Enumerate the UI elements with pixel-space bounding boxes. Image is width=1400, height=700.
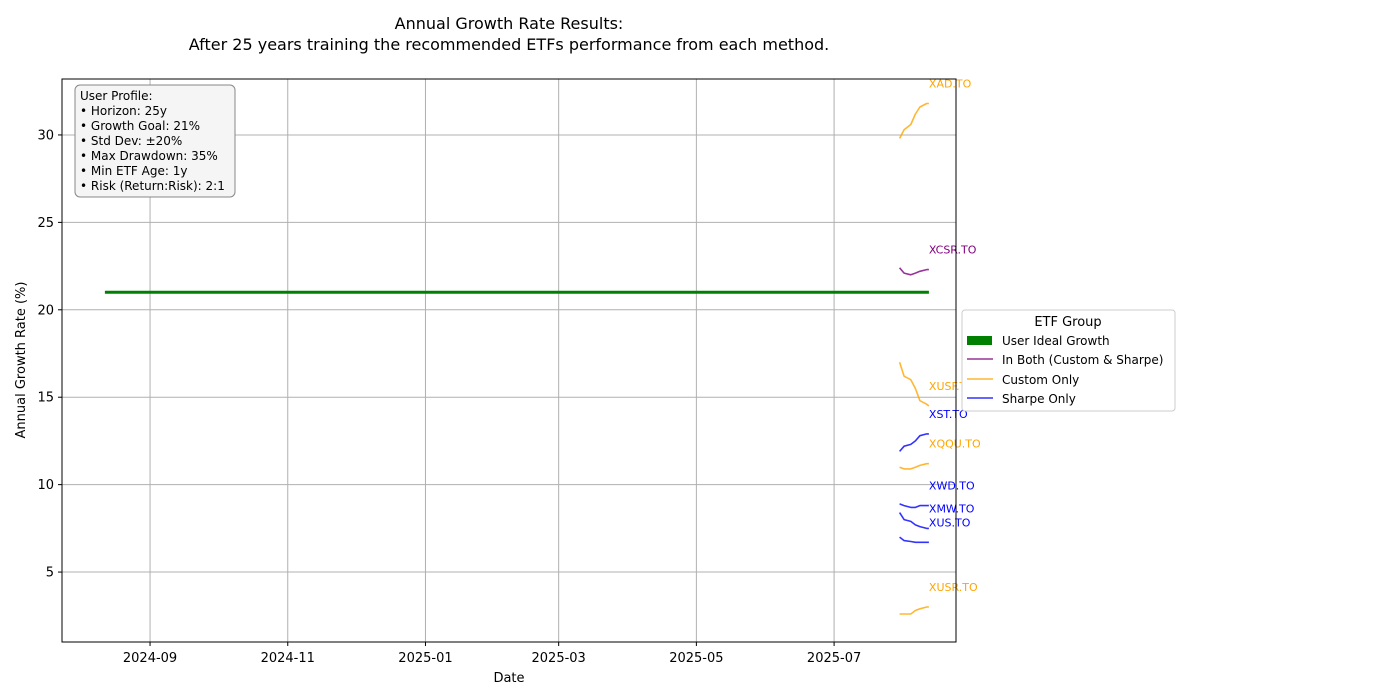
series-line-xqqu-to — [899, 462, 929, 470]
legend-frame — [961, 309, 1176, 412]
series-line-xst-to — [898, 433, 929, 452]
series-lines — [104, 102, 930, 615]
y-axis-ticks: 5 10 15 20 25 30 — [37, 128, 62, 581]
series-line-xus-to — [899, 536, 929, 544]
series-line-xwd-to — [899, 503, 929, 509]
x-axis-label: Date — [493, 671, 524, 686]
series-line-xusr-to — [899, 606, 929, 615]
x-tick-label: 2025-03 — [532, 651, 586, 666]
x-tick-label: 2025-07 — [807, 651, 861, 666]
x-tick-label: 2025-01 — [398, 651, 452, 666]
x-tick-label: 2024-09 — [123, 651, 177, 666]
profile-line: • Growth Goal: 21% — [80, 119, 200, 133]
x-tick-label: 2024-11 — [261, 651, 315, 666]
chart-title: Annual Growth Rate Results: — [395, 14, 624, 33]
profile-line: • Risk (Return:Risk): 2:1 — [80, 179, 225, 193]
y-tick-label: 15 — [37, 391, 54, 406]
legend-label: In Both (Custom & Sharpe) — [1002, 353, 1164, 367]
y-tick-label: 10 — [37, 478, 54, 493]
legend-label: User Ideal Growth — [1002, 334, 1110, 348]
legend: ETF Group User Ideal Growth In Both (Cus… — [961, 309, 1176, 412]
etf-label: XCSR.TO — [929, 244, 977, 257]
profile-line: • Std Dev: ±20% — [80, 134, 182, 148]
profile-line: User Profile: — [80, 89, 153, 103]
x-tick-label: 2025-05 — [669, 651, 723, 666]
etf-label: XUS.TO — [929, 516, 971, 529]
etf-label: XQQU.TO — [929, 438, 981, 451]
profile-line: • Min ETF Age: 1y — [80, 164, 187, 178]
etf-label: XMW.TO — [929, 502, 975, 515]
y-tick-label: 20 — [37, 303, 54, 318]
y-tick-label: 30 — [37, 128, 54, 143]
etf-label: XWD.TO — [929, 480, 975, 493]
y-tick-label: 5 — [46, 566, 54, 581]
legend-label: Custom Only — [1002, 373, 1079, 387]
user-profile-background — [74, 84, 236, 198]
etf-label: XUSR.TO — [929, 581, 978, 594]
series-line-xusf-to — [898, 361, 930, 407]
etf-label: XAD.TO — [929, 77, 972, 90]
x-axis-ticks: 2024-09 2024-11 2025-01 2025-03 2025-05 2025-… — [123, 642, 861, 666]
chart-subtitle: After 25 years training the recommended … — [189, 35, 829, 54]
legend-swatch-ideal — [967, 336, 992, 345]
profile-line: • Max Drawdown: 35% — [80, 149, 218, 163]
legend-title: ETF Group — [1034, 315, 1101, 330]
series-line-xcsr-to — [898, 267, 929, 276]
y-axis-label: Annual Growth Rate (%) — [14, 282, 29, 439]
profile-line: • Horizon: 25y — [80, 104, 167, 118]
etf-label: XST.TO — [929, 408, 968, 421]
plot-frame — [61, 78, 957, 643]
series-line-xad-to — [898, 102, 929, 139]
y-tick-label: 25 — [37, 216, 54, 231]
legend-label: Sharpe Only — [1002, 392, 1076, 406]
series-line-xmw-to — [898, 512, 929, 530]
user-profile-box: User Profile: • Horizon: 25y • Growth Go… — [74, 84, 236, 198]
